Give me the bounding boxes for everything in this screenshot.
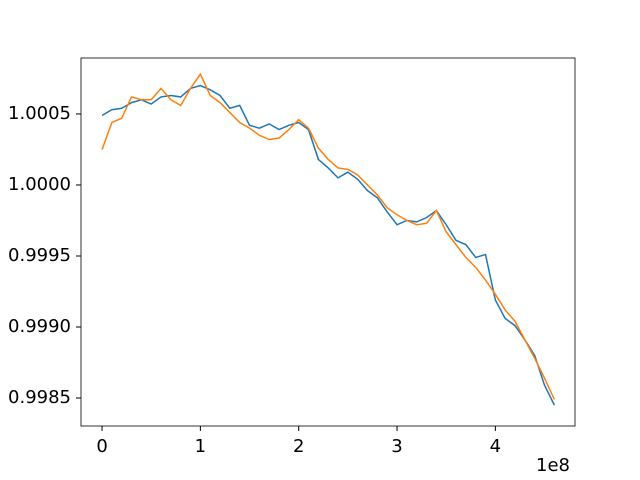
y-tick-label: 0.9990 (8, 316, 71, 337)
x-tick-label: 4 (490, 436, 501, 457)
x-offset-label: 1e8 (536, 455, 570, 476)
x-tick-label: 2 (293, 436, 304, 457)
x-tick-label: 3 (391, 436, 402, 457)
y-tick-label: 1.0000 (8, 174, 71, 195)
y-tick-label: 1.0005 (8, 103, 71, 124)
y-tick-label: 0.9995 (8, 245, 71, 266)
data-line (101, 72, 556, 400)
plot-frame (80, 57, 576, 427)
y-tick-label: 0.9985 (8, 387, 71, 408)
data-line (101, 84, 556, 406)
x-tick-label: 0 (96, 436, 107, 457)
x-tick-label: 1 (195, 436, 206, 457)
